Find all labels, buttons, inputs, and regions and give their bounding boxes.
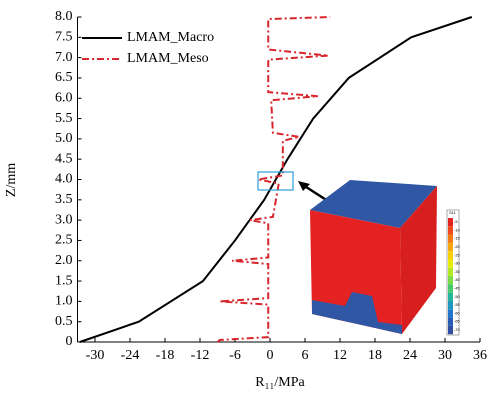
x-tick-label: 18: [368, 348, 382, 363]
colorbar-swatch: [448, 226, 453, 234]
colorbar-label: -25: [454, 252, 461, 257]
x-tick-label: -18: [156, 348, 175, 363]
colorbar-swatch: [448, 293, 453, 301]
x-tick-label: -6: [229, 348, 241, 363]
y-tick-label: 4.5: [55, 151, 73, 166]
colorbar-label: -15: [454, 236, 461, 241]
colorbar-swatch: [448, 251, 453, 259]
colorbar-label: -45: [454, 285, 461, 290]
colorbar-label: -35: [454, 269, 461, 274]
legend-label: LMAM_Meso: [127, 51, 209, 66]
y-axis-label: Z/mm: [4, 163, 19, 197]
x-tick-label: -24: [121, 348, 140, 363]
y-tick-label: 0: [66, 334, 73, 349]
colorbar-swatch: [448, 284, 453, 292]
legend: LMAM_Macro LMAM_Meso: [82, 30, 214, 66]
colorbar-swatch: [448, 301, 453, 309]
y-tick-label: 4.0: [55, 172, 73, 187]
colorbar-label: -65: [454, 319, 461, 324]
colorbar-swatch: [448, 309, 453, 317]
inset: S11 -5-10-15-20-25-30-35-40-45-50-55-60-…: [258, 172, 461, 335]
y-tick-label: 3.5: [55, 192, 73, 207]
y-tick-label: 6.5: [55, 70, 73, 85]
colorbar-label: -70: [454, 327, 461, 332]
y-tick-label: 2.5: [55, 233, 73, 248]
y-tick-label: 5.0: [55, 131, 73, 146]
colorbar-label: -20: [454, 244, 461, 249]
x-tick-label: 24: [403, 348, 417, 363]
x-tick-label: 36: [473, 348, 487, 363]
colorbar-swatch: [448, 218, 453, 226]
colorbar-swatch: [448, 260, 453, 268]
colorbar-label: -40: [454, 277, 461, 282]
y-tick-label: 3.0: [55, 212, 73, 227]
colorbar-title: S11: [449, 210, 457, 215]
colorbar-label: -50: [454, 294, 461, 299]
y-tick-label: 7.0: [55, 50, 73, 65]
x-tick-label: -12: [191, 348, 210, 363]
x-tick-label: 6: [302, 348, 309, 363]
y-tick-label: 2.0: [55, 253, 73, 268]
x-tick-label: 0: [267, 348, 274, 363]
x-tick-label: 30: [438, 348, 452, 363]
y-tick-label: 7.5: [55, 30, 73, 45]
colorbar-label: -10: [454, 227, 461, 232]
x-tick-label: 12: [333, 348, 347, 363]
y-tick-label: 1.5: [55, 273, 73, 288]
y-tick-label: 0.5: [55, 314, 73, 329]
y-tick-label: 5.5: [55, 111, 73, 126]
colorbar-label: -55: [454, 302, 461, 307]
colorbar-swatch: [448, 318, 453, 326]
colorbar-swatch: [448, 326, 453, 334]
colorbar-swatch: [448, 268, 453, 276]
colorbar-swatch: [448, 243, 453, 251]
x-axis-label: R₁₁/MPa: [255, 375, 305, 390]
y-tick-label: 8.0: [55, 9, 73, 24]
colorbar-label: -5: [454, 219, 458, 224]
y-tick-label: 1.0: [55, 294, 73, 309]
chart: Z/mm R₁₁/MPa -30-24-18-12-60612182430360…: [0, 0, 495, 396]
y-tick-label: 6.0: [55, 90, 73, 105]
colorbar-swatch: [448, 276, 453, 284]
legend-label: LMAM_Macro: [127, 30, 214, 45]
colorbar-scale: -5 -10 -15 -20 -25 -30 -35 -40 -45 -50 -55 -60 -65 -7…: [448, 218, 461, 334]
colorbar-label: -30: [454, 261, 461, 266]
colorbar-swatch: [448, 235, 453, 243]
colorbar-label: -60: [454, 310, 461, 315]
x-tick-label: -30: [86, 348, 105, 363]
